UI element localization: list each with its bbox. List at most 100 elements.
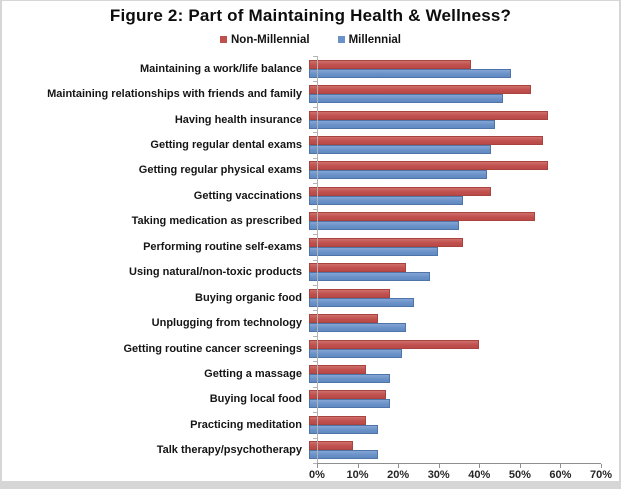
bar-group [309, 107, 592, 132]
value-axis-label: 30% [427, 469, 450, 481]
category-label: Performing routine self-exams [143, 240, 302, 253]
bar-millennial [309, 450, 378, 460]
bar-millennial [309, 246, 439, 256]
value-axis-label: 0% [309, 469, 325, 481]
category-label: Getting a massage [204, 367, 302, 380]
bar-group [309, 209, 592, 234]
chart-row: Practicing meditation [2, 412, 619, 437]
value-axis-tick [357, 464, 359, 468]
chart-title: Figure 2: Part of Maintaining Health & W… [109, 6, 512, 25]
value-axis-tick [519, 464, 521, 468]
category-label: Buying organic food [195, 291, 302, 304]
category-tick [313, 234, 317, 236]
chart-row: Maintaining a work/life balance [2, 56, 619, 81]
category-label: Buying local food [209, 393, 302, 406]
chart-row: Unplugging from technology [2, 310, 619, 335]
category-tick [313, 310, 317, 312]
category-tick [313, 157, 317, 159]
category-label: Maintaining relationships with friends a… [47, 88, 302, 101]
category-tick [313, 335, 317, 337]
legend-label: Millennial [348, 34, 401, 46]
value-axis-label: 60% [549, 469, 572, 481]
value-axis-label: 20% [387, 469, 410, 481]
bar-millennial [309, 297, 415, 307]
bar-group [309, 158, 592, 183]
bar-non-millennial [309, 110, 548, 120]
bar-non-millennial [309, 441, 354, 451]
category-label: Practicing meditation [190, 418, 302, 431]
bar-non-millennial [309, 364, 366, 374]
bar-non-millennial [309, 85, 532, 95]
bar-millennial [309, 272, 431, 282]
bar-group [309, 387, 592, 412]
bar-millennial [309, 221, 459, 231]
value-axis-tick [438, 464, 440, 468]
bar-millennial [309, 373, 390, 383]
category-label: Unplugging from technology [151, 317, 302, 330]
chart-row: Getting regular dental exams [2, 132, 619, 157]
bar-millennial [309, 119, 495, 129]
value-axis-label: 70% [589, 469, 613, 481]
bar-non-millennial [309, 390, 386, 400]
bar-non-millennial [309, 263, 407, 273]
bar-non-millennial [309, 415, 366, 425]
value-axis-label: 50% [508, 469, 531, 481]
bar-group [309, 310, 592, 335]
bar-millennial [309, 195, 463, 205]
category-label: Maintaining a work/life balance [140, 62, 302, 75]
category-label: Getting regular physical exams [138, 164, 302, 177]
value-axis-tick [479, 464, 481, 468]
chart-row: Buying local food [2, 387, 619, 412]
bar-group [309, 361, 592, 386]
chart-row: Using natural/non-toxic products [2, 260, 619, 285]
value-axis-label: 40% [468, 469, 491, 481]
chart-row: Getting vaccinations [2, 183, 619, 208]
category-tick [313, 386, 317, 388]
bar-group [309, 81, 592, 106]
chart-row: Maintaining relationships with friends a… [2, 81, 619, 106]
bar-millennial [309, 94, 504, 104]
non-millennial-swatch-icon [220, 35, 227, 43]
chart-row: Getting a massage [2, 361, 619, 386]
bar-non-millennial [309, 136, 544, 146]
category-tick [313, 56, 317, 57]
plot-area: Maintaining a work/life balance Maintaini… [2, 56, 619, 463]
millennial-swatch-icon [337, 35, 345, 43]
category-label: Getting routine cancer screenings [123, 342, 303, 355]
chart-row: Getting routine cancer screenings [2, 336, 619, 361]
chart-row: Buying organic food [2, 285, 619, 310]
bar-millennial [309, 424, 378, 434]
bar-non-millennial [309, 237, 463, 247]
chart-row: Having health insurance [2, 107, 619, 132]
category-tick [313, 284, 317, 286]
bar-non-millennial [309, 186, 491, 196]
category-label: Talk therapy/psychotherapy [156, 444, 302, 457]
legend-item-millennial: Millennial [337, 34, 401, 46]
category-tick [313, 208, 317, 210]
bar-non-millennial [309, 59, 471, 69]
chart-surface: Figure 2: Part of Maintaining Health & W… [2, 1, 619, 481]
value-axis-tick [601, 464, 602, 468]
category-tick [313, 412, 317, 414]
legend-label: Non-Millennial [231, 34, 310, 46]
bar-millennial [309, 348, 402, 358]
category-axis-ticks [313, 56, 317, 464]
chart-row: Getting regular physical exams [2, 158, 619, 183]
bar-non-millennial [309, 212, 536, 222]
bar-non-millennial [309, 288, 390, 298]
category-tick [313, 183, 317, 185]
category-axis-line [317, 56, 318, 464]
bar-group [309, 183, 592, 208]
category-tick [313, 81, 317, 83]
bar-group [309, 412, 592, 437]
value-axis-tick [317, 464, 318, 468]
bar-millennial [309, 399, 390, 409]
bar-group [309, 336, 592, 361]
bar-group [309, 438, 592, 463]
value-axis: 0% 10% 20% 30% 40% 50% 60% 70% [309, 463, 612, 481]
category-label: Using natural/non-toxic products [129, 266, 302, 279]
bar-millennial [309, 145, 491, 155]
category-tick [313, 463, 317, 464]
bar-non-millennial [309, 314, 378, 324]
